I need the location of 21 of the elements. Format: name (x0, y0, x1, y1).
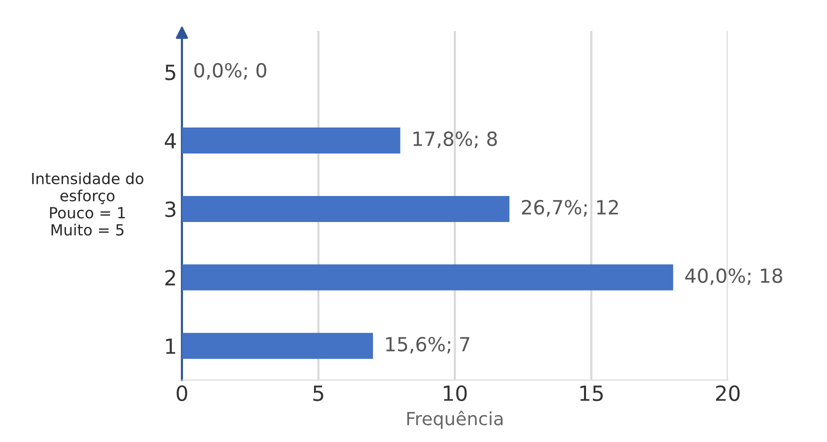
data-label: 0,0%; 0 (194, 62, 266, 80)
data-label: 40,0%; 18 (685, 268, 782, 286)
x-tick-label: 0 (176, 385, 188, 402)
data-label: 26,7%; 12 (522, 200, 618, 217)
data-label: 17,8%; 8 (414, 131, 497, 148)
y-tick-label: 3 (165, 201, 176, 218)
bar (182, 332, 373, 359)
x-axis-title: Frequência (407, 410, 503, 429)
y-tick-label: 1 (166, 338, 176, 354)
y-axis-title: Intensidade do esforço Pouco = 1 Muito = 5 (32, 172, 144, 236)
x-tick-label: 5 (313, 386, 324, 402)
bar (182, 196, 510, 222)
data-label: 15,6%; 7 (386, 336, 470, 354)
x-tick-label: 15 (580, 386, 603, 402)
bar (182, 264, 674, 290)
y-tick-label: 4 (164, 133, 176, 148)
y-tick-label: 5 (165, 64, 176, 80)
x-tick-label: 10 (444, 385, 467, 402)
bar (182, 127, 400, 154)
x-tick-label: 20 (716, 385, 740, 402)
y-tick-label: 2 (165, 270, 175, 286)
